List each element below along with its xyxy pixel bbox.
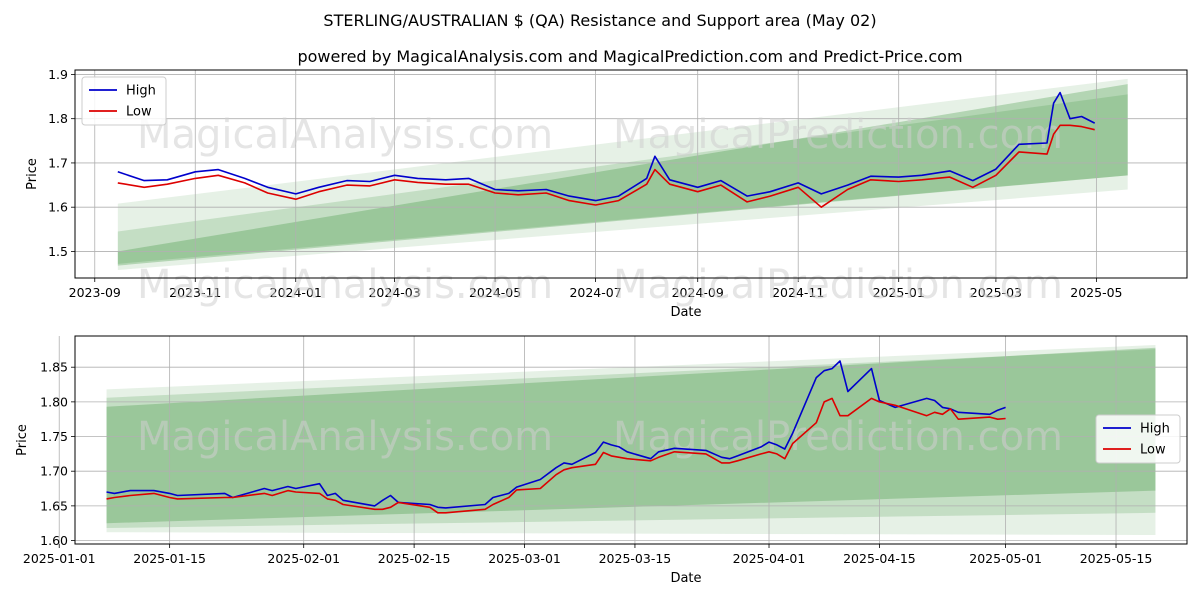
x-tick-label: 2025-04-15	[843, 551, 916, 566]
x-tick-label: 2025-01-01	[23, 551, 96, 566]
support-resistance-band-3	[106, 347, 1156, 524]
x-tick-label: 2024-09	[672, 285, 724, 300]
legend-box	[1095, 414, 1181, 464]
support-resistance-band-2	[106, 349, 1156, 529]
x-tick-label: 2025-02-01	[267, 551, 340, 566]
bottom-panel: 2025-01-01 2025-01-15 2025-02-01 2025-02-15…	[15, 335, 1188, 586]
y-tick-label: 1.80	[40, 394, 68, 409]
y-tick-label: 1.9	[48, 67, 68, 82]
x-tick-label: 2024-05	[469, 285, 521, 300]
watermark-text: MagicalAnalysis.com	[137, 262, 553, 308]
legend: High Low	[81, 76, 167, 126]
y-tick-label: 1.5	[48, 244, 68, 259]
x-tick-label: 2024-03	[368, 285, 420, 300]
y-axis-label: Price	[15, 424, 30, 456]
watermark-text: MagicalPrediction.com	[613, 112, 1063, 158]
y-tick-label: 1.75	[40, 429, 68, 444]
y-tick-label: 1.7	[48, 155, 68, 170]
series-line-high	[106, 360, 1006, 509]
support-resistance-band-1	[117, 78, 1128, 271]
y-tick-label: 1.85	[40, 360, 68, 375]
support-resistance-band-3	[117, 84, 1128, 266]
plot-frame	[74, 335, 1188, 545]
y-tick-label: 1.65	[40, 498, 68, 513]
y-tick-label: 1.6	[48, 200, 68, 215]
watermark-text: MagicalPrediction.com	[613, 262, 1063, 308]
legend: High Low	[1095, 414, 1181, 464]
y-tick-label: 1.60	[40, 533, 68, 548]
x-tick-label: 2025-03	[970, 285, 1022, 300]
x-tick-label: 2025-05-15	[1080, 551, 1153, 566]
x-tick-label: 2024-11	[772, 285, 824, 300]
x-tick-label: 2025-05-01	[969, 551, 1042, 566]
legend-box	[81, 76, 167, 126]
x-tick-label: 2025-02-15	[378, 551, 451, 566]
y-tick-label: 1.8	[48, 111, 68, 126]
x-tick-label: 2025-05	[1070, 285, 1122, 300]
y-axis-label: Price	[25, 158, 40, 190]
watermark-text: MagicalAnalysis.com	[137, 414, 553, 460]
x-tick-label: 2024-01	[270, 285, 322, 300]
x-axis-label: Date	[670, 305, 701, 320]
x-tick-label: 2025-03-15	[599, 551, 672, 566]
series-line-low	[106, 397, 1006, 514]
y-tick-label: 1.70	[40, 464, 68, 479]
x-axis-label: Date	[670, 571, 701, 586]
chart-subtitle: powered by MagicalAnalysis.com and Magic…	[297, 47, 962, 66]
legend-label-high: High	[126, 84, 156, 99]
watermark-text: MagicalAnalysis.com	[137, 112, 553, 158]
x-tick-label: 2023-09	[69, 285, 121, 300]
series-line-low	[117, 124, 1095, 208]
legend-label-low: Low	[1140, 443, 1166, 458]
legend-label-high: High	[1140, 422, 1170, 437]
series-line-high	[117, 91, 1096, 202]
plot-frame	[74, 69, 1188, 279]
legend-label-low: Low	[126, 105, 152, 120]
x-tick-label: 2024-07	[569, 285, 621, 300]
x-tick-label: 2025-01-15	[133, 551, 206, 566]
chart-title: STERLING/AUSTRALIAN $ (QA) Resistance an…	[323, 11, 876, 30]
x-tick-label: 2025-04-01	[733, 551, 806, 566]
top-panel: 2023-09 2023-11 2024-01 2024-03 2024-05 2024-…	[25, 67, 1188, 320]
x-tick-label: 2025-03-01	[488, 551, 561, 566]
watermark-text: MagicalPrediction.com	[613, 414, 1063, 460]
x-tick-label: 2023-11	[169, 285, 221, 300]
support-resistance-band-2	[117, 94, 1128, 264]
support-resistance-band-1	[106, 345, 1156, 535]
x-tick-label: 2025-01	[873, 285, 925, 300]
